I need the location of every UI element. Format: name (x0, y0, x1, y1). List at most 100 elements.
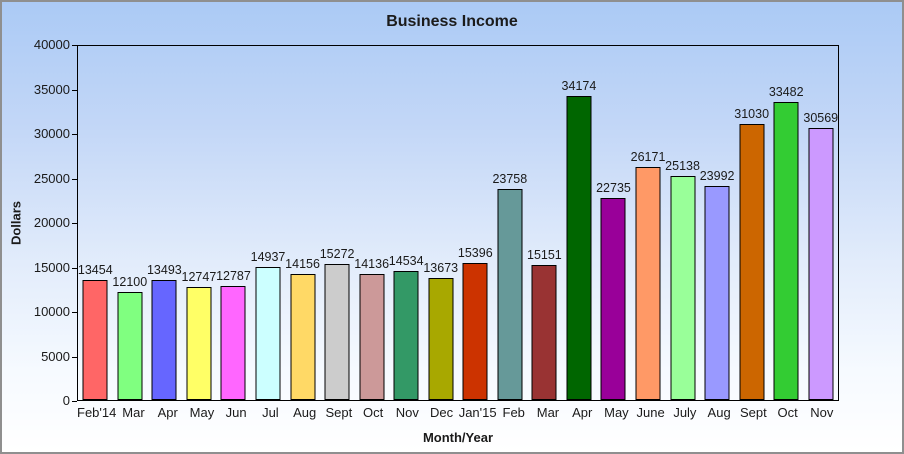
bar-value-label: 13673 (423, 261, 459, 275)
y-tick-label: 35000 (33, 81, 70, 97)
bar-slot: 34174 (561, 46, 597, 400)
bar-value-label: 14136 (354, 257, 390, 271)
bar (359, 274, 385, 400)
bar-slot: 26171 (630, 46, 666, 400)
y-tick-label: 0 (62, 393, 70, 408)
y-tick-mark (72, 401, 77, 402)
bar-value-label: 13454 (77, 263, 113, 277)
x-tick-label: Apr (157, 405, 178, 420)
x-tick-label: Nov (810, 405, 834, 420)
y-tick-label: 40000 (33, 37, 70, 52)
bar-slot: 15272 (319, 46, 355, 400)
x-tick-label: Jun (225, 405, 247, 420)
y-tick-label: 5000 (41, 348, 70, 364)
x-tick-label: Nov (395, 405, 419, 420)
bar-value-label: 34174 (561, 79, 597, 93)
bar (600, 198, 626, 400)
bar-slot: 12787 (216, 46, 251, 400)
x-tick-label: Feb (502, 405, 525, 420)
x-tick-label: July (673, 405, 697, 420)
bar (428, 278, 454, 400)
bar (808, 128, 834, 400)
y-tick-label: 10000 (33, 304, 70, 319)
x-tick-label: Oct (777, 405, 798, 420)
bar-value-label: 30569 (803, 111, 839, 125)
bar-value-label: 14534 (388, 254, 424, 268)
bar-value-label: 23758 (492, 172, 528, 186)
bar-slot: 15151 (527, 46, 562, 400)
bar (635, 167, 661, 400)
bar-value-label: 12787 (216, 269, 251, 283)
x-tick-label: Aug (293, 405, 317, 420)
bar (117, 292, 143, 400)
x-tick-label: Jan'15 (458, 405, 497, 420)
x-tick-label: Mar (122, 405, 145, 420)
bar-slot: 13454 (78, 46, 113, 400)
bar-slot: 12747 (181, 46, 217, 400)
bar-value-label: 14156 (285, 257, 320, 271)
x-tick-label: Sept (325, 405, 353, 420)
y-tick-label: 30000 (33, 126, 70, 141)
x-tick-label: Sept (739, 405, 767, 420)
bar (393, 271, 419, 400)
x-tick-label: Aug (707, 405, 731, 420)
x-tick-label: Oct (362, 405, 384, 420)
bar-slot: 23992 (699, 46, 735, 400)
bars-row: 13454 12100 13493 12747 12787 14937 14156 15272… (78, 46, 838, 400)
bar (220, 286, 246, 400)
bar-value-label: 31030 (734, 107, 770, 121)
bar-value-label: 15396 (457, 246, 493, 260)
bar-value-label: 13493 (146, 263, 182, 277)
x-tick-label: Mar (536, 405, 560, 420)
x-labels-row: Feb'14 Mar Apr May Jun Jul Aug Sept Oct Nov Dec Jan… (77, 405, 839, 420)
bar (566, 96, 592, 400)
bar (497, 189, 523, 400)
bar-slot: 25138 (665, 46, 700, 400)
bar-slot: 23758 (492, 46, 528, 400)
bar-value-label: 23992 (699, 169, 735, 183)
bar-slot: 13493 (147, 46, 182, 400)
bar-slot: 22735 (596, 46, 631, 400)
x-tick-label: May (189, 405, 215, 420)
bar-value-label: 33482 (768, 85, 804, 99)
bar-value-label: 26171 (630, 150, 666, 164)
bar-value-label: 15272 (319, 247, 355, 261)
bar-slot: 13673 (423, 46, 458, 400)
plot-area: 13454 12100 13493 12747 12787 14937 14156 15272… (77, 45, 839, 401)
bar (739, 124, 765, 400)
bar-slot: 14534 (389, 46, 424, 400)
x-tick-label: June (636, 405, 665, 420)
bar-value-label: 12747 (181, 270, 217, 284)
bar-value-label: 25138 (665, 159, 700, 173)
bar-slot: 30569 (803, 46, 838, 400)
chart-title: Business Income (386, 13, 518, 30)
x-axis-title: Month/Year (422, 430, 494, 445)
bar-value-label: 12100 (112, 275, 148, 289)
bar (290, 274, 316, 400)
bar-slot: 14156 (285, 46, 320, 400)
x-tick-label: Jul (262, 405, 279, 420)
bar-slot: 12100 (112, 46, 148, 400)
bar (462, 263, 488, 400)
bar-value-label: 14937 (250, 250, 286, 264)
bar (670, 176, 696, 400)
bar-slot: 31030 (734, 46, 769, 400)
x-tick-label: Feb'14 (77, 405, 117, 420)
bar-slot: 14937 (250, 46, 286, 400)
x-tick-label: May (604, 405, 629, 420)
bar (255, 267, 281, 400)
x-tick-label: Apr (572, 405, 593, 420)
y-tick-label: 25000 (33, 170, 70, 186)
y-tick-label: 15000 (33, 259, 70, 275)
y-axis-title: Dollars (8, 200, 24, 246)
x-tick-label: Dec (430, 405, 454, 420)
bar (704, 186, 730, 400)
bar-slot: 14136 (354, 46, 389, 400)
bar (324, 264, 350, 400)
bar-value-label: 22735 (596, 181, 631, 195)
bar (773, 102, 799, 400)
bar-value-label: 15151 (526, 248, 562, 262)
bar (151, 280, 177, 400)
bar-slot: 33482 (769, 46, 804, 400)
